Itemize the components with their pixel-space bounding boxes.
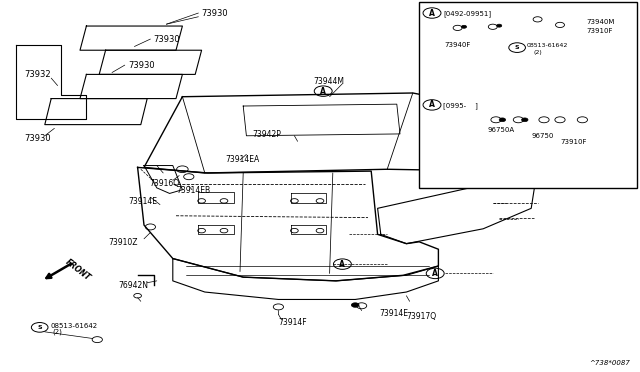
Text: 96750: 96750 [531,133,554,139]
Text: 73932: 73932 [24,70,51,79]
Text: 96750A: 96750A [488,127,515,133]
Text: S: S [37,325,42,330]
Circle shape [461,25,467,28]
Text: 73914EA: 73914EA [225,155,260,164]
Text: 73942P: 73942P [253,130,282,139]
Text: [0492-09951]: [0492-09951] [443,10,491,17]
Text: 73917Q: 73917Q [406,312,436,321]
Text: A: A [432,269,438,278]
Text: 73940M: 73940M [587,19,615,25]
Circle shape [499,118,506,122]
Text: A: A [429,9,435,17]
Text: 73944M: 73944M [314,77,344,86]
Text: 73914E: 73914E [379,309,408,318]
Circle shape [497,24,502,27]
Text: S: S [515,45,520,50]
Text: 73916Q: 73916Q [149,179,179,187]
Text: 76942N: 76942N [118,281,148,290]
Text: 73930: 73930 [24,134,51,143]
Circle shape [522,118,528,122]
Text: A: A [429,100,435,109]
Text: 08513-61642: 08513-61642 [527,43,568,48]
Text: 73930: 73930 [128,61,155,70]
Text: 73914EB: 73914EB [176,186,210,195]
Text: (2): (2) [52,329,62,336]
Text: [0995-    ]: [0995- ] [443,102,477,109]
Text: FRONT: FRONT [64,257,93,282]
Text: 73910F: 73910F [587,28,613,33]
Text: 73914E: 73914E [128,197,157,206]
Text: 08513-61642: 08513-61642 [51,323,98,328]
Text: A: A [339,260,346,269]
Text: A: A [320,87,326,96]
FancyBboxPatch shape [419,2,637,188]
Text: 73910Z: 73910Z [109,238,138,247]
Text: ^738*0087: ^738*0087 [589,360,630,366]
Text: 73914F: 73914F [278,318,307,327]
Text: 73940F: 73940F [445,42,471,48]
Text: 73930: 73930 [202,9,228,18]
Text: 73910F: 73910F [560,139,586,145]
Text: 73930: 73930 [154,35,180,44]
Text: (2): (2) [533,49,542,55]
Circle shape [351,303,359,307]
